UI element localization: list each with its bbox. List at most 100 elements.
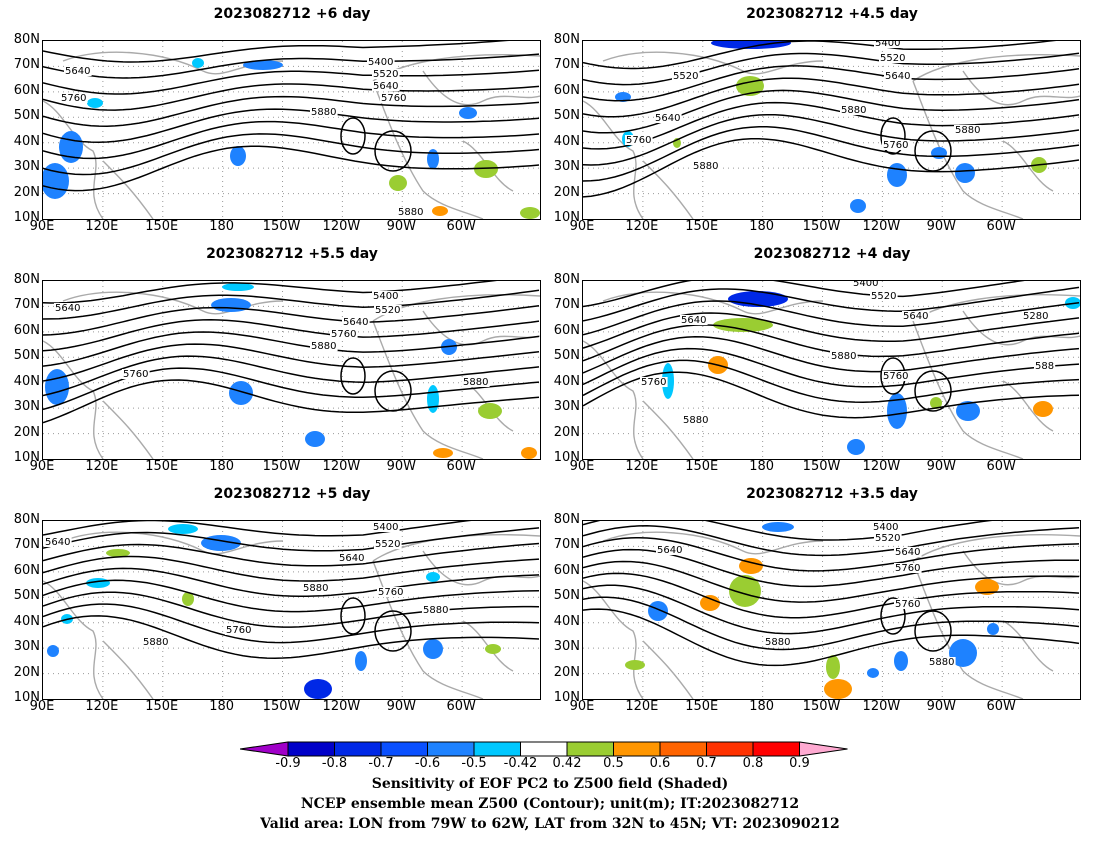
lon-tick-label: 120E bbox=[85, 459, 119, 474]
z500-contour bbox=[583, 560, 1080, 603]
panel-title-2: 2023082712 +4.5 day bbox=[746, 6, 918, 22]
contour-label: 5520 bbox=[375, 539, 400, 550]
sensitivity-shade bbox=[427, 149, 439, 169]
caption-line-3: Valid area: LON from 79W to 62W, LAT fro… bbox=[260, 816, 840, 832]
z500-contour bbox=[43, 591, 540, 628]
z500-contour bbox=[583, 347, 1080, 388]
contour-label: 5880 bbox=[311, 341, 336, 352]
lon-tick-label: 150E bbox=[685, 699, 719, 714]
contour-label: 5760 bbox=[378, 587, 403, 598]
lon-tick-label: 150W bbox=[262, 699, 301, 714]
map-panel-6: 5400 5520 5640 5640 5760 5880 5760 5880 bbox=[582, 520, 1081, 700]
lat-tick-label: 50N bbox=[13, 108, 40, 124]
z500-contour bbox=[583, 521, 993, 541]
z500-contour bbox=[583, 286, 1080, 322]
z500-contour bbox=[43, 555, 540, 582]
contour-label: 5880 bbox=[831, 351, 856, 362]
contour-label: 588 bbox=[1035, 361, 1054, 372]
contour-label: 5880 bbox=[143, 637, 168, 648]
lon-tick-label: 120E bbox=[625, 219, 659, 234]
colorbar-tick-label: 0.6 bbox=[649, 756, 671, 771]
contour-label: 5400 bbox=[875, 41, 900, 49]
lon-tick-label: 120W bbox=[322, 219, 361, 234]
lat-tick-label: 80N bbox=[13, 32, 40, 47]
z500-contour bbox=[583, 113, 1080, 166]
lon-tick-label: 120E bbox=[85, 219, 119, 234]
lat-tick-label: 10N bbox=[553, 210, 580, 225]
lat-tick-label: 30N bbox=[13, 639, 40, 655]
lon-tick-label: 150E bbox=[145, 219, 179, 234]
sensitivity-shade bbox=[975, 579, 999, 595]
z500-contour bbox=[43, 355, 540, 397]
lat-tick-label: 70N bbox=[553, 537, 580, 553]
contour-label: 5880 bbox=[683, 415, 708, 426]
contour-label: 5760 bbox=[381, 93, 406, 104]
caption-line-2: NCEP ensemble mean Z500 (Contour); unit(… bbox=[300, 796, 800, 812]
lon-tick-label: 120W bbox=[862, 699, 901, 714]
sensitivity-shade bbox=[426, 572, 440, 582]
lon-tick-label: 180 bbox=[749, 699, 775, 714]
z500-contour bbox=[583, 596, 1080, 651]
z500-contour bbox=[583, 137, 1080, 198]
lat-tick-label: 10N bbox=[553, 450, 580, 465]
z500-contour bbox=[583, 77, 1080, 118]
sensitivity-shade bbox=[243, 60, 283, 70]
lat-tick-label: 40N bbox=[13, 613, 40, 629]
colorbar-tick-label: -0.5 bbox=[461, 756, 487, 771]
lon-tick-label: 90W bbox=[386, 699, 416, 714]
lat-tick-label: 50N bbox=[553, 588, 580, 604]
sensitivity-shade bbox=[168, 524, 198, 534]
lat-tick-label: 20N bbox=[553, 184, 580, 200]
lat-tick-label: 40N bbox=[13, 133, 40, 149]
contour-label: 5640 bbox=[655, 113, 680, 124]
z500-contour bbox=[43, 615, 540, 659]
z500-contour bbox=[583, 572, 1080, 619]
contour-label: 5520 bbox=[673, 71, 698, 82]
panel-title-6: 2023082712 +3.5 day bbox=[746, 486, 918, 502]
lat-tick-label: 80N bbox=[553, 512, 580, 527]
sensitivity-shade bbox=[43, 163, 69, 199]
z500-contour bbox=[43, 145, 540, 192]
contour-label: 5520 bbox=[880, 53, 905, 64]
sensitivity-shade bbox=[230, 146, 246, 166]
z500-contour bbox=[583, 359, 1080, 403]
contour-label: 5880 bbox=[765, 637, 790, 648]
lat-tick-label: 60N bbox=[553, 562, 580, 578]
sensitivity-shade bbox=[847, 439, 865, 455]
lon-tick-label: 120W bbox=[322, 699, 361, 714]
z500-contour bbox=[43, 542, 540, 567]
sensitivity-shade bbox=[222, 283, 254, 291]
lat-tick-label: 60N bbox=[553, 82, 580, 98]
sensitivity-shade bbox=[887, 393, 907, 429]
lat-tick-label: 10N bbox=[13, 210, 40, 225]
contour-label: 5520 bbox=[373, 69, 398, 80]
lon-tick-label: 60W bbox=[446, 699, 476, 714]
sensitivity-shade bbox=[648, 601, 668, 621]
lon-tick-label: 120W bbox=[322, 459, 361, 474]
contour-label: 5400 bbox=[373, 522, 398, 533]
contour-label: 5880 bbox=[693, 161, 718, 172]
contour-label: 5880 bbox=[423, 605, 448, 616]
sensitivity-shade bbox=[826, 655, 840, 679]
lat-tick-label: 50N bbox=[553, 108, 580, 124]
contour-label: 5760 bbox=[883, 371, 908, 382]
sensitivity-shade bbox=[389, 175, 407, 191]
colorbar-tick-label: -0.7 bbox=[368, 756, 394, 771]
z500-contour bbox=[583, 281, 1025, 308]
sensitivity-shade bbox=[229, 381, 253, 405]
lon-tick-label: 150E bbox=[685, 219, 719, 234]
sensitivity-shade bbox=[949, 639, 977, 667]
sensitivity-shade bbox=[106, 549, 130, 557]
contour-label: 5880 bbox=[463, 377, 488, 388]
lon-tick-label: 120W bbox=[862, 219, 901, 234]
sensitivity-shade bbox=[700, 595, 720, 611]
lat-tick-label: 60N bbox=[13, 322, 40, 338]
contour-label: 5640 bbox=[885, 71, 910, 82]
map-panel-5: 5640 5400 5520 5640 5880 5760 5880 5760 5880 bbox=[42, 520, 541, 700]
z500-contour bbox=[583, 536, 1080, 572]
z500-contour bbox=[583, 336, 1080, 374]
z500-contour bbox=[43, 69, 540, 95]
colorbar bbox=[240, 741, 848, 757]
lat-tick-label: 80N bbox=[553, 32, 580, 47]
lon-tick-label: 90E bbox=[569, 459, 595, 474]
